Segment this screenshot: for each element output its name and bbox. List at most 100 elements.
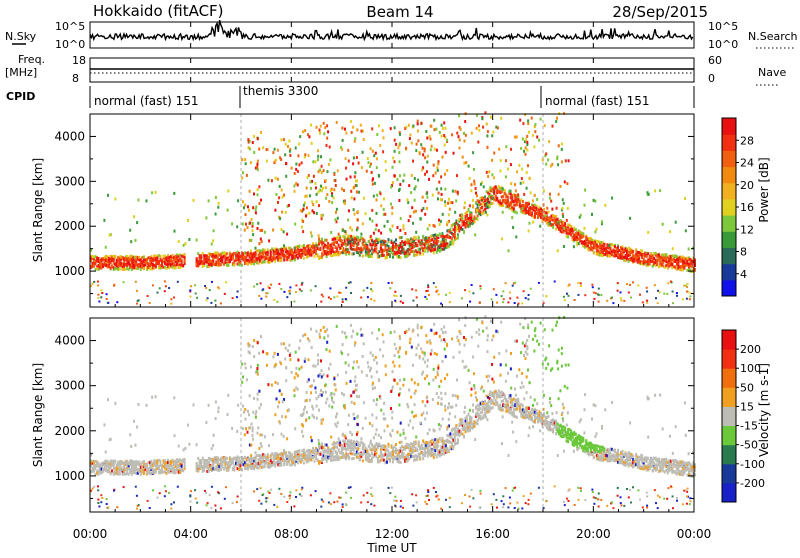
power-echo-point	[558, 144, 560, 147]
cpid-label: CPID	[6, 90, 35, 103]
power-echo-point	[170, 298, 172, 300]
power-echo-point	[315, 160, 317, 163]
power-echo-point	[424, 296, 426, 298]
power-echo-point	[336, 208, 338, 211]
power-echo-point	[582, 235, 584, 238]
power-echo-point	[97, 284, 99, 286]
power-echo-point	[487, 130, 489, 133]
power-echo-point	[543, 189, 545, 192]
power-echo-point	[556, 117, 558, 120]
power-echo-point	[251, 218, 253, 221]
power-echo-point	[557, 163, 559, 166]
power-echo-point	[486, 214, 488, 217]
power-echo-point	[672, 247, 674, 250]
power-echo-point	[421, 168, 423, 171]
power-echo-point	[501, 237, 503, 240]
power-echo-point	[411, 206, 413, 209]
power-echo-point	[442, 213, 444, 216]
power-echo-point	[492, 131, 494, 134]
power-echo-point	[379, 144, 381, 147]
power-echo-point	[445, 240, 447, 243]
cpid-panel: CPID normal (fast) 151 themis 3300 norma…	[6, 84, 694, 108]
power-echo-point	[474, 216, 476, 219]
power-echo-point	[286, 296, 288, 298]
power-echo-point	[260, 131, 262, 134]
power-echo-point	[503, 298, 505, 300]
power-echo-point	[255, 211, 257, 214]
power-echo-point	[567, 207, 569, 210]
power-echo-point	[405, 147, 407, 150]
power-echo-point	[368, 161, 370, 164]
power-echo-point	[522, 122, 524, 125]
power-echo-point	[438, 181, 440, 184]
power-echo-point	[556, 156, 558, 159]
power-echo-point	[439, 131, 441, 134]
power-echo-point	[549, 193, 551, 196]
power-echo-point	[509, 292, 511, 294]
power-echo-point	[299, 288, 301, 290]
power-echo-point	[295, 163, 297, 166]
power-echo-point	[637, 284, 639, 286]
power-echo-point	[256, 166, 258, 169]
power-echo-point	[138, 199, 140, 202]
power-echo-point	[663, 293, 665, 295]
power-echo-point	[611, 197, 613, 200]
power-echo-point	[545, 214, 547, 217]
power-echo-point	[369, 217, 371, 220]
power-echo-point	[320, 185, 322, 188]
power-echo-point	[360, 233, 362, 236]
power-echo-point	[283, 244, 285, 247]
power-echo-point	[518, 164, 520, 167]
power-echo-point	[265, 292, 267, 294]
power-echo-point	[257, 160, 259, 163]
power-echo-point	[449, 301, 451, 303]
cpid-mode-2: themis 3300	[243, 84, 318, 98]
power-echo-point	[461, 213, 463, 216]
power-echo-point	[245, 213, 247, 216]
power-echo-point	[495, 294, 497, 296]
power-echo-point	[214, 300, 216, 302]
power-echo-point	[442, 156, 444, 159]
power-echo-point	[137, 300, 139, 302]
power-echo-point	[400, 301, 402, 303]
power-echo-point	[244, 204, 246, 207]
power-echo-point	[329, 146, 331, 149]
power-echo-point	[215, 196, 217, 199]
power-echo-point	[437, 197, 439, 200]
velocity-echo-point	[321, 442, 323, 445]
power-echo-point	[396, 295, 398, 297]
nave-tick-bottom: 0	[708, 72, 715, 85]
velocity-echo-point	[181, 465, 183, 468]
power-echo-point	[237, 291, 239, 293]
power-echo-point	[584, 294, 586, 296]
power-echo-point	[332, 246, 334, 249]
power-echo-point	[530, 288, 532, 290]
power-echo-point	[286, 233, 288, 236]
power-echo-point	[472, 292, 474, 294]
power-echo-point	[253, 193, 255, 196]
power-echo-point	[463, 206, 465, 209]
power-echo-point	[294, 259, 296, 262]
power-echo-point	[354, 213, 356, 216]
power-echo-point	[454, 190, 456, 193]
power-echo-point	[687, 283, 689, 285]
power-echo-point	[330, 189, 332, 192]
power-echo-point	[479, 302, 481, 304]
power-echo-point	[367, 157, 369, 160]
power-echo-point	[260, 238, 262, 241]
power-echo-point	[529, 222, 531, 225]
power-echo-point	[429, 135, 431, 138]
power-echo-point	[277, 201, 279, 204]
power-echo-point	[206, 299, 208, 301]
power-echo-point	[252, 206, 254, 209]
power-echo-point	[396, 178, 398, 181]
power-echo-point	[384, 225, 386, 228]
power-echo-point	[630, 297, 632, 299]
power-echo-point	[342, 229, 344, 232]
power-echo-point	[505, 282, 507, 284]
power-echo-point	[325, 186, 327, 189]
power-echo-point	[414, 187, 416, 190]
power-echo-point	[468, 209, 470, 212]
power-echo-point	[465, 134, 467, 137]
power-echo-point	[409, 137, 411, 140]
